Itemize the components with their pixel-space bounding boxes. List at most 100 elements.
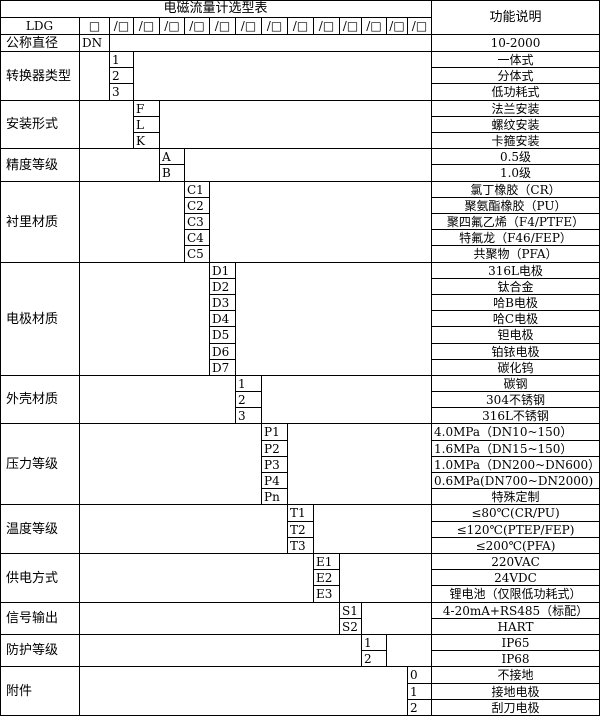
- option-code: D1: [210, 263, 236, 279]
- option-code: P4: [262, 473, 288, 489]
- option-function: IP68: [432, 651, 600, 667]
- option-function: 卡箍安装: [432, 133, 600, 149]
- option-function: 220VAC: [432, 554, 600, 570]
- option-code: Pn: [262, 489, 288, 505]
- blank-cell: [160, 101, 432, 149]
- code-box: /□: [185, 18, 210, 35]
- option-code: T2: [288, 522, 314, 538]
- option-function: 0.5级: [432, 149, 600, 165]
- blank-cell: [210, 182, 432, 263]
- blank-cell: [362, 603, 432, 635]
- option-function: ≤80℃(CR/PU): [432, 505, 600, 522]
- option-code: T3: [288, 538, 314, 554]
- option-function: 特氟龙（F46/FEP）: [432, 230, 600, 246]
- blank-cell: [80, 635, 362, 667]
- code-box: /□: [134, 18, 160, 35]
- code-box: /□: [288, 18, 314, 35]
- option-code: B: [160, 165, 185, 182]
- nominal-label: 公称直径: [0, 35, 80, 52]
- group-label: 防护等级: [0, 635, 80, 667]
- code-box: /□: [314, 18, 340, 35]
- option-code: E3: [314, 586, 340, 603]
- option-code: D5: [210, 327, 236, 344]
- blank-cell: [80, 603, 340, 635]
- group-label: 温度等级: [0, 505, 80, 554]
- option-code: 2: [408, 700, 432, 716]
- option-function: ≤120℃(PTEP/FEP): [432, 522, 600, 538]
- option-code: D2: [210, 279, 236, 295]
- code-box: /□: [110, 18, 134, 35]
- option-code: C5: [185, 246, 210, 263]
- option-function: 304不锈钢: [432, 392, 600, 408]
- option-function: 聚四氟乙烯（F4/PTFE）: [432, 214, 600, 230]
- option-function: ≤200℃(PFA): [432, 538, 600, 554]
- option-code: P3: [262, 457, 288, 473]
- option-code: 3: [110, 84, 134, 101]
- code-box: □: [80, 18, 110, 35]
- code-box: /□: [408, 18, 432, 35]
- option-code: D4: [210, 311, 236, 327]
- option-function: 哈B电极: [432, 295, 600, 311]
- option-code: S2: [340, 619, 362, 635]
- blank-cell: [387, 635, 432, 667]
- group-label: 精度等级: [0, 149, 80, 182]
- option-function: 24VDC: [432, 570, 600, 586]
- option-code: P2: [262, 441, 288, 457]
- group-label: 外壳材质: [0, 376, 80, 424]
- option-code: S1: [340, 603, 362, 619]
- option-function: 一体式: [432, 52, 600, 68]
- option-code: C4: [185, 230, 210, 246]
- option-function: 碳钢: [432, 376, 600, 392]
- option-function: 氯丁橡胶（CR）: [432, 182, 600, 198]
- blank-cell: [110, 35, 432, 52]
- option-code: A: [160, 149, 185, 165]
- option-function: 铂铱电极: [432, 344, 600, 360]
- option-function: 316L电极: [432, 263, 600, 279]
- option-code: E2: [314, 570, 340, 586]
- option-function: HART: [432, 619, 600, 635]
- option-function: 0.6MPa(DN700~DN2000): [432, 473, 600, 489]
- code-box: /□: [340, 18, 362, 35]
- blank-cell: [80, 182, 185, 263]
- option-function: 316L不锈钢: [432, 408, 600, 424]
- blank-cell: [80, 149, 160, 182]
- option-function: 1.6MPa（DN15~150）: [432, 441, 600, 457]
- model-prefix: LDG: [0, 18, 80, 35]
- option-function: 低功耗式: [432, 84, 600, 101]
- code-box: /□: [210, 18, 236, 35]
- blank-cell: [80, 263, 210, 376]
- option-code: D6: [210, 344, 236, 360]
- nominal-range: 10-2000: [432, 35, 600, 52]
- blank-cell: [80, 52, 110, 101]
- group-label: 压力等级: [0, 424, 80, 505]
- blank-cell: [185, 149, 432, 182]
- blank-cell: [80, 667, 408, 716]
- blank-cell: [134, 52, 432, 101]
- blank-cell: [80, 101, 134, 149]
- group-label: 供电方式: [0, 554, 80, 603]
- blank-cell: [236, 263, 432, 376]
- group-label: 附件: [0, 667, 80, 716]
- option-code: C1: [185, 182, 210, 198]
- option-code: 1: [408, 684, 432, 700]
- option-function: 钛合金: [432, 279, 600, 295]
- option-function: 不接地: [432, 667, 600, 684]
- blank-cell: [80, 554, 314, 603]
- option-function: 4.0MPa（DN10~150）: [432, 424, 600, 441]
- option-function: 4-20mA+RS485（标配）: [432, 603, 600, 619]
- option-code: K: [134, 133, 160, 149]
- option-function: 哈C电极: [432, 311, 600, 327]
- group-label: 衬里材质: [0, 182, 80, 263]
- code-box: /□: [236, 18, 262, 35]
- option-function: 分体式: [432, 68, 600, 84]
- option-code: E1: [314, 554, 340, 570]
- option-function: 1.0MPa（DN200~DN600）: [432, 457, 600, 473]
- group-label: 安装形式: [0, 101, 80, 149]
- function-header: 功能说明: [432, 0, 600, 35]
- option-function: 碳化钨: [432, 360, 600, 376]
- code-box: /□: [262, 18, 288, 35]
- blank-cell: [340, 554, 432, 603]
- option-function: 螺纹安装: [432, 117, 600, 133]
- blank-cell: [288, 424, 432, 505]
- option-function: 刮刀电极: [432, 700, 600, 716]
